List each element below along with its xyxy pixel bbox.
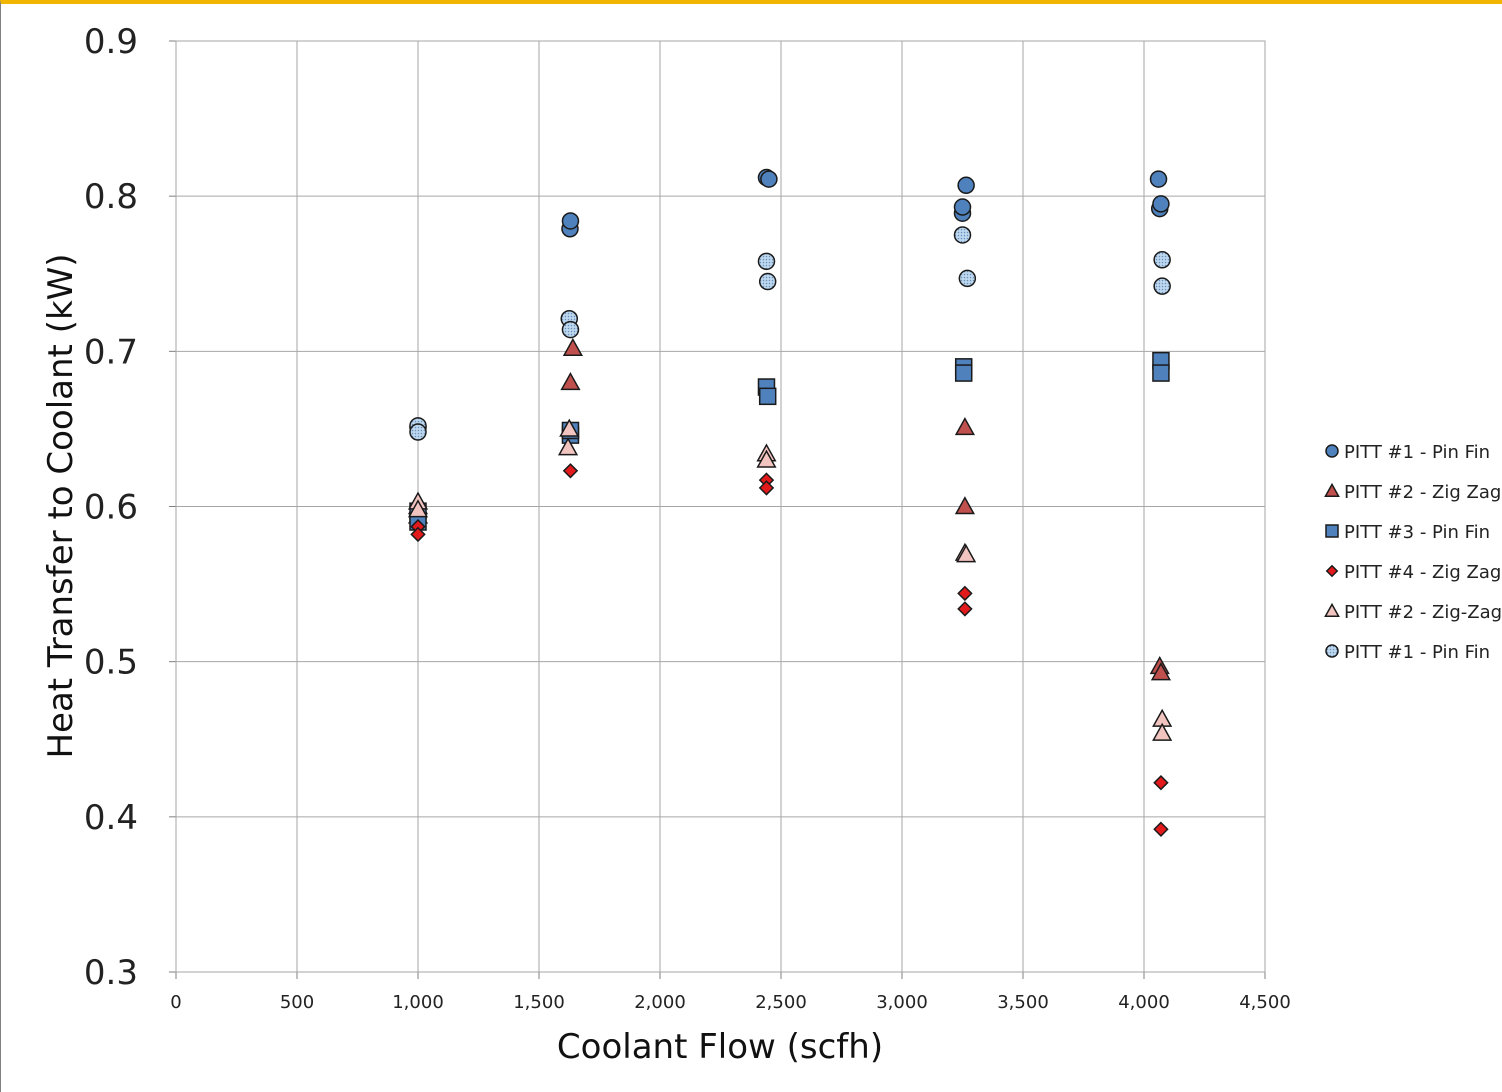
data-point-series-6 [561, 320, 580, 339]
data-point-series-4 [957, 601, 973, 617]
data-point-series-6 [758, 272, 777, 291]
x-tick-label: 1,000 [392, 992, 444, 1013]
legend-label-6: PITT #1 - Pin Fin [1344, 642, 1490, 663]
data-point-series-4 [758, 480, 775, 496]
x-tick-label: 2,000 [634, 992, 686, 1013]
legend-label-1: PITT #1 - Pin Fin [1344, 442, 1490, 463]
plot-area-border [175, 40, 1266, 973]
y-tick-label: 0.8 [84, 177, 138, 217]
y-tick-label: 0.9 [84, 22, 138, 62]
data-point-series-4 [410, 526, 426, 543]
legend-marker-4 [1325, 564, 1339, 578]
legend-label-4: PITT #4 - Zig Zag [1344, 562, 1501, 583]
y-tick-label: 0.3 [84, 953, 138, 993]
x-tick-label: 500 [280, 992, 314, 1013]
data-point-series-2 [560, 372, 581, 391]
data-point-series-6 [757, 252, 776, 271]
legend-label-3: PITT #3 - Pin Fin [1344, 522, 1490, 543]
y-tick-label: 0.5 [84, 643, 138, 683]
legend-marker-1 [1325, 444, 1339, 458]
gridlines [175, 40, 1266, 973]
data-point-series-5 [956, 544, 977, 563]
data-point-series-6 [953, 226, 972, 244]
data-point-series-4 [562, 463, 579, 479]
data-point-series-6 [1153, 251, 1171, 269]
legend-marker-5 [1324, 602, 1340, 618]
data-point-series-4 [1153, 774, 1169, 791]
data-point-series-2 [1150, 662, 1172, 681]
data-point-series-3 [758, 387, 777, 406]
x-tick-label: 2,500 [755, 992, 807, 1013]
data-point-series-1 [1149, 170, 1168, 188]
x-tick-label: 4,000 [1118, 992, 1170, 1013]
data-point-series-6 [1153, 277, 1171, 295]
legend-marker-3 [1325, 524, 1339, 538]
data-point-series-1 [957, 176, 975, 195]
data-point-series-6 [409, 423, 427, 441]
data-point-series-4 [1153, 821, 1169, 837]
data-point-series-2 [562, 337, 583, 357]
data-point-series-1 [953, 198, 972, 216]
data-point-series-5 [1152, 722, 1173, 741]
data-point-series-5 [407, 499, 429, 518]
data-point-series-2 [954, 417, 975, 436]
legend-marker-2 [1324, 482, 1340, 498]
data-point-series-4 [957, 585, 973, 602]
x-tick-label: 3,000 [876, 992, 928, 1013]
y-tick-label: 0.7 [84, 332, 138, 372]
x-tick-label: 0 [170, 992, 181, 1013]
y-tick-label: 0.6 [84, 488, 138, 528]
data-point-series-5 [557, 437, 579, 456]
x-tick-label: 1,500 [513, 992, 565, 1013]
axes: 0 500 1,000 1,500 2,000 2,500 3,000 3,500 4,000 4… [84, 22, 1291, 1013]
x-tick-label: 3,500 [997, 992, 1049, 1013]
data-points [407, 168, 1173, 837]
x-axis-title: Coolant Flow (scfh) [557, 1027, 883, 1067]
legend: PITT #1 - Pin Fin PITT #2 - Zig Zag PITT #… [1324, 442, 1502, 663]
legend-label-2: PITT #2 - Zig Zag [1344, 482, 1501, 503]
data-point-series-6 [958, 269, 977, 288]
data-point-series-5 [756, 449, 777, 468]
data-point-series-1 [561, 212, 580, 230]
data-point-series-2 [954, 496, 975, 515]
data-point-series-1 [1152, 195, 1170, 213]
legend-label-5: PITT #2 - Zig-Zag [1344, 602, 1502, 623]
y-axis-title: Heat Transfer to Coolant (kW) [41, 253, 81, 758]
data-point-series-5 [559, 418, 580, 437]
legend-marker-6 [1325, 644, 1339, 658]
y-tick-label: 0.4 [84, 798, 138, 838]
data-point-series-1 [760, 170, 778, 188]
x-tick-label: 4,500 [1239, 992, 1291, 1013]
data-point-series-3 [1152, 364, 1170, 382]
data-point-series-3 [954, 364, 973, 382]
